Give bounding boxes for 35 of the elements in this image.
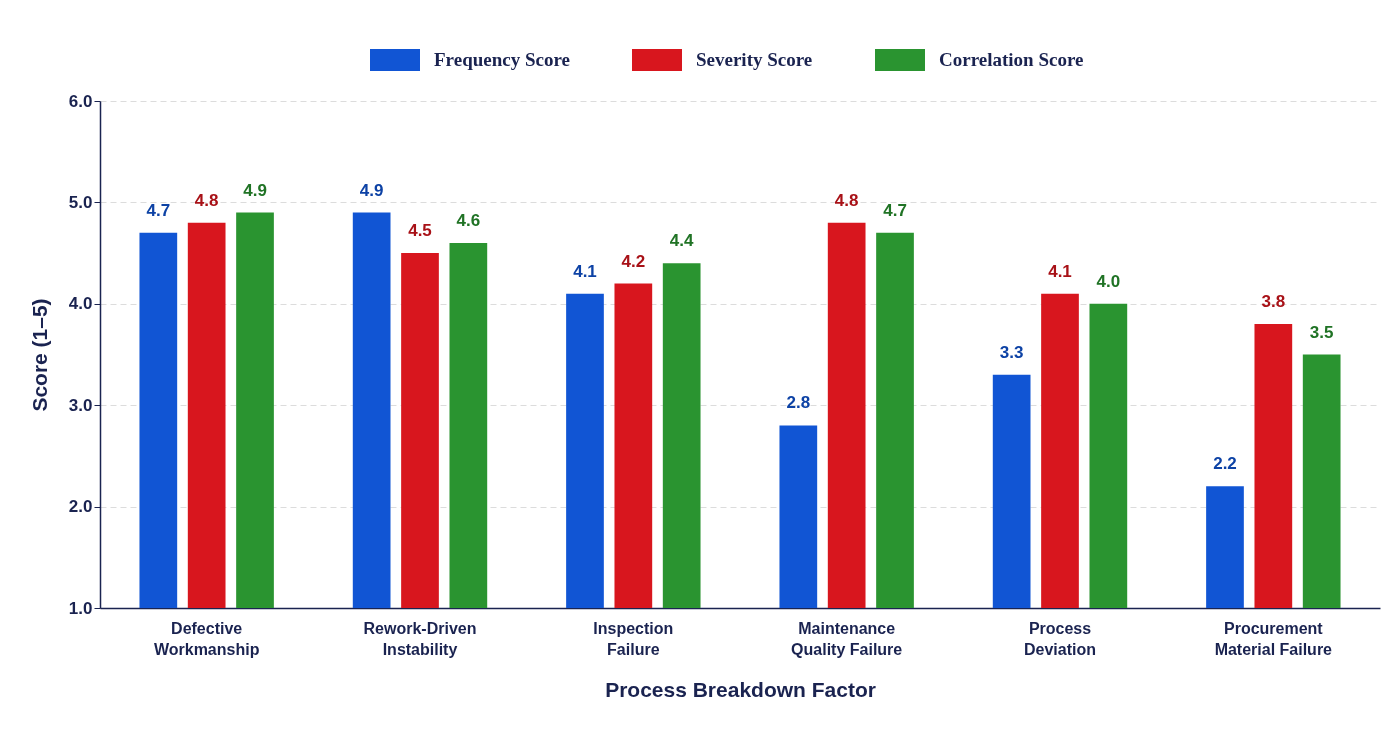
legend-label: Frequency Score <box>434 49 570 70</box>
x-tick-label: Rework-Driven Instability <box>363 619 477 658</box>
data-label: 4.7 <box>883 200 907 220</box>
x-tick-label: Inspection Failure <box>593 619 674 658</box>
y-tick-label: 6.0 <box>68 91 93 111</box>
data-label: 4.6 <box>456 210 481 230</box>
data-label: 2.8 <box>786 393 811 413</box>
y-tick-label: 2.0 <box>68 497 93 517</box>
y-tick-label: 4.0 <box>68 294 93 314</box>
data-label: 4.9 <box>359 180 384 200</box>
y-axis-title: Score (1–5) <box>27 298 51 412</box>
x-tick-label: Process Deviation <box>1023 619 1097 658</box>
y-tick-label: 3.0 <box>68 395 93 415</box>
data-label: 2.2 <box>1213 454 1237 474</box>
data-label: 4.0 <box>1096 271 1121 291</box>
x-tick-label: Maintenance Quality Failure <box>791 619 903 658</box>
x-tick-label: Defective Workmanship <box>153 619 260 658</box>
x-axis-title: Process Breakdown Factor <box>605 677 876 701</box>
data-label: 4.8 <box>834 190 859 210</box>
data-label: 4.8 <box>194 190 219 210</box>
data-label: 4.1 <box>573 261 597 281</box>
data-label: 4.1 <box>1048 261 1072 281</box>
data-label: 3.5 <box>1309 322 1334 342</box>
y-tick-label: 1.0 <box>68 598 93 618</box>
data-label: 4.5 <box>408 221 432 241</box>
x-tick-label: Procurement Material Failure <box>1214 619 1333 658</box>
data-label: 4.4 <box>669 231 695 251</box>
y-tick-label: 5.0 <box>68 192 93 212</box>
data-label: 3.3 <box>999 342 1024 362</box>
data-label: 4.7 <box>146 200 171 220</box>
data-label: 4.9 <box>243 180 267 200</box>
legend-label: Correlation Score <box>939 49 1084 70</box>
data-label: 3.8 <box>1261 292 1286 312</box>
legend-label: Severity Score <box>696 49 813 70</box>
data-label: 4.2 <box>621 251 646 271</box>
